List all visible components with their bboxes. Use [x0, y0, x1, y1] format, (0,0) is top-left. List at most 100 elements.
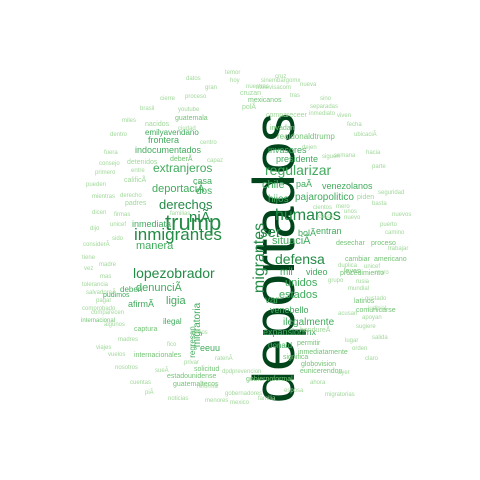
cloud-word: noticias	[168, 396, 189, 402]
cloud-word: mas	[100, 274, 112, 280]
cloud-word: cuentas	[130, 380, 152, 386]
cloud-word: acusan	[338, 311, 358, 317]
cloud-word: cruzan	[240, 90, 262, 97]
cloud-word: ciudad	[178, 126, 196, 132]
cloud-word: mundial	[348, 286, 370, 292]
cloud-word: pagar	[96, 298, 112, 304]
cloud-word: latinos	[354, 298, 375, 305]
cloud-word: dos	[196, 186, 213, 197]
cloud-word: globovision	[301, 361, 337, 368]
cloud-word: ilegalmente	[283, 317, 335, 328]
cloud-word: separadas	[310, 104, 339, 110]
cloud-word: sinembargomx	[261, 78, 301, 84]
cloud-word: inmigrantes	[134, 225, 222, 244]
cloud-word: guatemaltecos	[173, 381, 219, 388]
cloud-word: comunicarse	[356, 307, 396, 314]
cloud-word: estados	[279, 289, 318, 301]
cloud-word: nuevo	[344, 215, 361, 221]
cloud-word: situaciÃ	[272, 235, 311, 247]
cloud-word: indocumentados	[135, 145, 202, 155]
cloud-word: proceso	[185, 94, 207, 100]
cloud-word: ayer	[338, 370, 350, 376]
cloud-word: entran	[316, 226, 342, 236]
cloud-word: gran	[205, 85, 218, 91]
cloud-word: significa	[283, 354, 309, 361]
cloud-word: considerÃ	[83, 242, 110, 248]
cloud-word: video	[306, 267, 328, 277]
cloud-word: sido	[112, 236, 124, 242]
cloud-word: deberÃ	[170, 156, 193, 163]
cloud-word: viven	[337, 113, 352, 119]
cloud-word: nacidos	[145, 121, 170, 128]
cloud-word: capaz	[207, 158, 224, 164]
cloud-word: claro	[365, 356, 379, 362]
cloud-word: cambiar	[345, 256, 370, 263]
cloud-word: firmas	[114, 212, 131, 218]
cloud-word: padres	[125, 200, 147, 207]
cloud-word: venezolanos	[322, 181, 373, 191]
cloud-word: familia	[258, 396, 276, 402]
cloud-word: fico	[167, 342, 177, 348]
cloud-word: gobiernoformal	[246, 376, 293, 383]
cloud-word: seguridad	[378, 190, 405, 196]
cloud-word: sueÃ	[155, 368, 169, 374]
cloud-word: mero	[336, 204, 350, 210]
cloud-word: bolÃ	[298, 228, 317, 238]
cloud-word: denunciÃ	[136, 282, 182, 294]
cloud-word: tras	[290, 93, 301, 99]
cloud-word: defensa	[275, 251, 325, 267]
cloud-word: internacional	[81, 318, 116, 324]
cloud-word: grupo	[328, 278, 344, 284]
cloud-word: humanos	[275, 207, 341, 224]
cloud-word: detenidos	[127, 159, 158, 166]
cloud-word: americano	[374, 256, 407, 263]
cloud-word: vez	[84, 266, 94, 272]
cloud-word: trabajar	[388, 246, 409, 252]
cloud-word: deben	[120, 285, 143, 294]
cloud-word: menores	[205, 398, 229, 404]
cloud-word: dpdprevencion	[222, 369, 262, 375]
cloud-word: cruz	[275, 74, 287, 80]
cloud-word: hacia	[366, 150, 381, 156]
cloud-word: hondureÃ	[300, 327, 331, 334]
cloud-word: internacionales	[134, 352, 182, 359]
cloud-word: pueden	[86, 182, 107, 188]
cloud-word: eeuu	[200, 343, 221, 353]
cloud-word: camino	[385, 230, 405, 236]
cloud-word: mil	[280, 267, 293, 278]
cloud-word: madre	[99, 262, 117, 268]
cloud-word: unicef	[110, 222, 127, 228]
cloud-word: lopezobrador	[133, 265, 215, 281]
cloud-word: judicial	[368, 306, 387, 312]
cloud-word: datos	[186, 76, 201, 82]
cloud-word: entre	[131, 168, 145, 174]
cloud-word: emilyavendano	[145, 128, 199, 137]
cloud-word: nuestras	[246, 84, 270, 90]
cloud-word: frontera	[148, 135, 180, 145]
cloud-word: rusia	[356, 279, 370, 285]
cloud-word: casos	[318, 214, 334, 220]
cloud-word: vuelos	[108, 352, 126, 358]
cloud-word: esposa	[284, 388, 304, 394]
cloud-word: cientos	[313, 205, 333, 211]
cloud-word: temor	[225, 70, 241, 76]
cloud-word: ligia	[166, 295, 186, 307]
cloud-word: unicef	[364, 264, 381, 270]
cloud-word: juicios	[191, 330, 208, 336]
cloud-word: comparecen	[91, 310, 125, 316]
cloud-word: dejen	[302, 145, 317, 151]
cloud-word: algunos	[104, 322, 126, 328]
cloud-word: semana	[334, 153, 356, 159]
cloud-word: siguen	[322, 154, 340, 160]
cloud-word: puerto	[380, 222, 398, 228]
cloud-word: pudimos	[103, 292, 130, 299]
cloud-word: regularizar	[265, 162, 332, 178]
cloud-word: var	[265, 295, 279, 306]
cloud-word: nuevos	[392, 212, 412, 218]
cloud-word: mientras	[92, 194, 116, 200]
cloud-word: cierre	[160, 96, 176, 102]
cloud-word: inmediatamente	[298, 349, 348, 356]
cloud-word: parte	[372, 164, 386, 170]
cloud-word: apoyan	[362, 315, 382, 321]
